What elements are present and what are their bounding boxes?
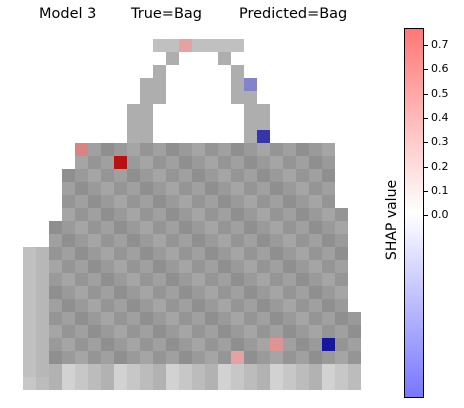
colorbar-ticks: 0.0 0.1 0.2 0.3 0.4 0.5 0.6 0.7	[424, 0, 464, 408]
colorbar	[404, 28, 424, 398]
shap-pixel	[231, 351, 244, 364]
title-model: Model 3	[39, 6, 97, 22]
shap-pixel	[322, 338, 335, 351]
shap-pixel	[244, 78, 257, 91]
shap-pixel	[114, 156, 127, 169]
shap-pixel	[75, 143, 88, 156]
title-predicted-label: Predicted=Bag	[239, 6, 348, 22]
shap-pixel	[179, 39, 192, 52]
title-true-label: True=Bag	[131, 6, 202, 22]
shap-heatmap	[23, 39, 361, 390]
shap-pixel	[270, 338, 283, 351]
colorbar-label: SHAP value	[384, 179, 400, 261]
shap-pixel	[257, 130, 270, 143]
chart-title: Model 3 True=Bag Predicted=Bag	[0, 6, 400, 26]
